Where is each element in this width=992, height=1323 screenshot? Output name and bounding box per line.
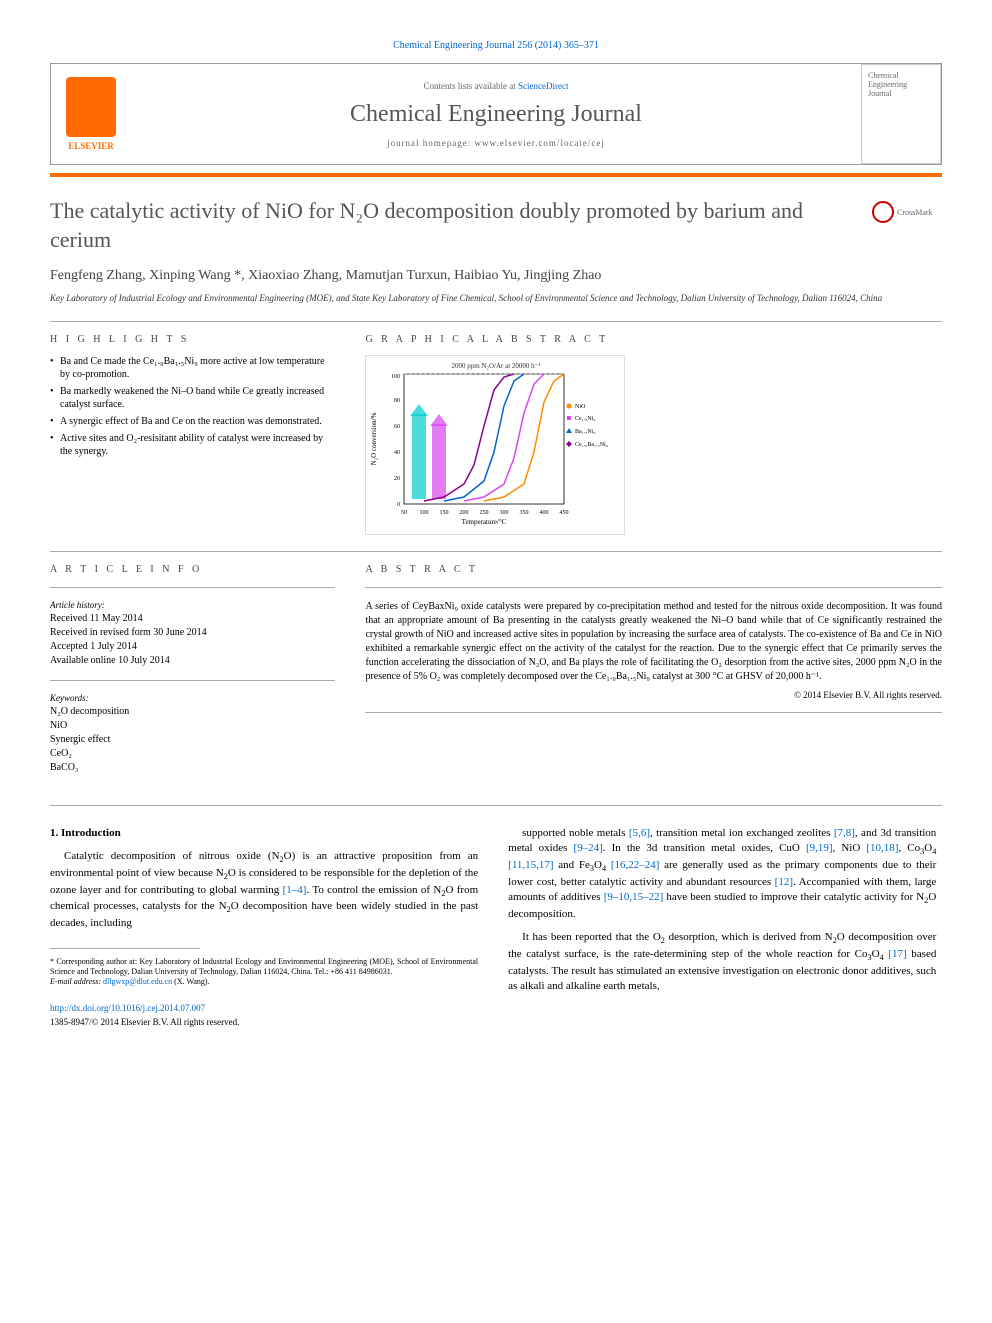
- graphical-abstract-label: G R A P H I C A L A B S T R A C T: [365, 334, 942, 345]
- ref-link[interactable]: [10,18]: [866, 842, 898, 854]
- divider: [50, 587, 335, 588]
- body-paragraph: supported noble metals [5,6], transition…: [508, 826, 936, 922]
- ref-link[interactable]: [11,15,17]: [508, 859, 553, 871]
- contents-available-line: Contents lists available at ScienceDirec…: [131, 81, 861, 91]
- svg-text:300: 300: [500, 510, 509, 516]
- ref-link[interactable]: [9–10,15–22]: [604, 891, 664, 903]
- highlight-item: Active sites and O₂-resisitant ability o…: [50, 432, 335, 458]
- corresponding-author-footnote: * Corresponding author at: Key Laborator…: [50, 957, 478, 978]
- authors-list: Fengfeng Zhang, Xinping Wang *, Xiaoxiao…: [50, 268, 942, 284]
- journal-header-center: Contents lists available at ScienceDirec…: [131, 81, 861, 148]
- crossmark-badge[interactable]: CrossMark: [872, 197, 942, 227]
- ref-link[interactable]: [16,22–24]: [611, 859, 660, 871]
- cover-line2: Engineering: [868, 80, 934, 89]
- divider: [365, 712, 942, 713]
- elsevier-label: ELSEVIER: [68, 141, 114, 151]
- svg-text:200: 200: [460, 510, 469, 516]
- divider: [50, 321, 942, 322]
- svg-text:60: 60: [394, 424, 400, 430]
- svg-text:350: 350: [520, 510, 529, 516]
- introduction-heading: 1. Introduction: [50, 826, 478, 841]
- svg-text:80: 80: [394, 398, 400, 404]
- email-link[interactable]: dllgwxp@dlut.edu.cn: [103, 977, 172, 986]
- contents-text: Contents lists available at: [424, 81, 518, 91]
- svg-text:0: 0: [397, 502, 400, 508]
- keywords-list: N₂O decomposition NiO Synergic effect Ce…: [50, 705, 335, 775]
- svg-text:50: 50: [401, 510, 407, 516]
- svg-text:40: 40: [394, 450, 400, 456]
- graphical-abstract-chart: 2000 ppm N₂O/Ar at 20000 h⁻¹ N₂O convers…: [365, 355, 625, 535]
- ref-link[interactable]: [17]: [888, 948, 906, 960]
- header-citation: Chemical Engineering Journal 256 (2014) …: [50, 40, 942, 51]
- journal-homepage-link[interactable]: journal homepage: www.elsevier.com/locat…: [131, 138, 861, 148]
- svg-text:Ba₁.₅Ni₉: Ba₁.₅Ni₉: [575, 429, 595, 435]
- journal-header-box: ELSEVIER Contents lists available at Sci…: [50, 63, 942, 165]
- elsevier-logo: ELSEVIER: [51, 64, 131, 164]
- svg-text:250: 250: [480, 510, 489, 516]
- article-history: Received 11 May 2014 Received in revised…: [50, 612, 335, 668]
- abstract-label: A B S T R A C T: [365, 564, 942, 575]
- highlight-item: A synergic effect of Ba and Ce on the re…: [50, 415, 335, 428]
- highlight-item: Ba markedly weakened the Ni–O band while…: [50, 385, 335, 411]
- intro-paragraph-1: Catalytic decomposition of nitrous oxide…: [50, 849, 478, 931]
- ref-link[interactable]: [7,8]: [834, 827, 855, 839]
- svg-text:Ce₁.₀Ni₉: Ce₁.₀Ni₉: [575, 416, 595, 422]
- email-suffix: (X. Wang).: [172, 977, 209, 986]
- journal-cover-thumbnail: Chemical Engineering Journal: [861, 64, 941, 164]
- article-history-heading: Article history:: [50, 600, 335, 610]
- issn-copyright: 1385-8947/© 2014 Elsevier B.V. All right…: [50, 1016, 478, 1029]
- divider: [50, 680, 335, 681]
- crossmark-icon: [872, 201, 894, 223]
- cover-line1: Chemical: [868, 71, 934, 80]
- svg-text:20: 20: [394, 476, 400, 482]
- svg-text:100: 100: [420, 510, 429, 516]
- doi-link[interactable]: http://dx.doi.org/10.1016/j.cej.2014.07.…: [50, 1002, 478, 1015]
- svg-text:NiO: NiO: [575, 404, 586, 410]
- keywords-heading: Keywords:: [50, 693, 335, 703]
- highlights-list: Ba and Ce made the Ce₁.₀Ba₁.₅Ni₉ more ac…: [50, 355, 335, 458]
- ref-link[interactable]: [9,19]: [806, 842, 833, 854]
- email-label: E-mail address:: [50, 977, 103, 986]
- article-info-label: A R T I C L E I N F O: [50, 564, 335, 575]
- cover-line3: Journal: [868, 89, 934, 98]
- sciencedirect-link[interactable]: ScienceDirect: [518, 81, 568, 91]
- crossmark-label: CrossMark: [897, 208, 933, 217]
- body-paragraph: It has been reported that the O2 desorpt…: [508, 930, 936, 994]
- divider: [50, 551, 942, 552]
- svg-text:150: 150: [440, 510, 449, 516]
- orange-divider-bar: [50, 173, 942, 177]
- ref-link[interactable]: [5,6]: [629, 827, 650, 839]
- svg-text:450: 450: [560, 510, 569, 516]
- journal-name: Chemical Engineering Journal: [131, 101, 861, 128]
- highlight-item: Ba and Ce made the Ce₁.₀Ba₁.₅Ni₉ more ac…: [50, 355, 335, 381]
- email-footnote: E-mail address: dllgwxp@dlut.edu.cn (X. …: [50, 977, 478, 987]
- chart-ylabel: N₂O conversion/%: [370, 412, 378, 465]
- ref-link[interactable]: [9–24]: [573, 842, 602, 854]
- abstract-copyright: © 2014 Elsevier B.V. All rights reserved…: [365, 690, 942, 700]
- ref-link[interactable]: [12]: [775, 876, 793, 888]
- svg-text:Ce₁.₀Ba₁.₅Ni₉: Ce₁.₀Ba₁.₅Ni₉: [575, 442, 608, 448]
- elsevier-tree-icon: [66, 77, 116, 137]
- abstract-text: A series of CeyBaxNi₉ oxide catalysts we…: [365, 600, 942, 684]
- chart-xlabel: Temperature/°C: [462, 518, 507, 526]
- divider: [365, 587, 942, 588]
- ref-link[interactable]: [1–4]: [283, 884, 307, 896]
- footnote-separator: [50, 948, 200, 949]
- divider: [50, 805, 942, 806]
- svg-text:100: 100: [391, 374, 400, 380]
- article-title: The catalytic activity of NiO for N₂O de…: [50, 197, 852, 254]
- affiliation: Key Laboratory of Industrial Ecology and…: [50, 292, 942, 305]
- svg-text:400: 400: [540, 510, 549, 516]
- highlights-label: H I G H L I G H T S: [50, 334, 335, 345]
- chart-title: 2000 ppm N₂O/Ar at 20000 h⁻¹: [452, 362, 541, 370]
